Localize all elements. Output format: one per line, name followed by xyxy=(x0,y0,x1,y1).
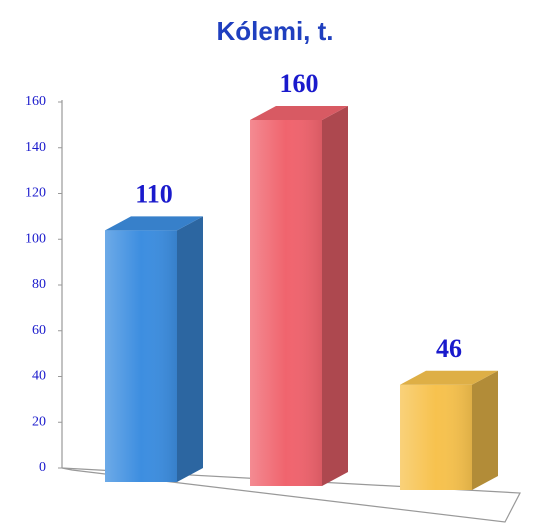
y-tick-label: 120 xyxy=(25,186,46,201)
bar-gloss xyxy=(105,230,177,482)
bar-side xyxy=(177,216,203,482)
bar-top xyxy=(250,106,348,120)
value-label: 110 xyxy=(135,179,173,208)
bar-gloss xyxy=(250,120,322,486)
bar xyxy=(250,106,348,486)
bar-gloss xyxy=(400,384,472,490)
y-tick-label: 0 xyxy=(39,460,46,475)
bar-top xyxy=(105,216,203,231)
y-tick-label: 80 xyxy=(32,277,46,292)
bar-side xyxy=(322,106,348,486)
value-label: 46 xyxy=(436,334,462,363)
y-tick-label: 60 xyxy=(32,323,46,338)
y-tick-label: 20 xyxy=(32,414,46,429)
chart-title: Kólemi, t. xyxy=(216,16,333,46)
floor xyxy=(61,467,521,523)
bar-top xyxy=(400,370,498,385)
y-tick-label: 100 xyxy=(25,231,46,246)
y-tick-label: 140 xyxy=(25,140,46,155)
bar xyxy=(400,370,498,490)
value-label: 160 xyxy=(280,69,319,98)
bar xyxy=(105,216,203,482)
y-tick-label: 160 xyxy=(25,94,46,109)
y-tick-label: 40 xyxy=(32,369,46,384)
bar-side xyxy=(472,370,498,490)
